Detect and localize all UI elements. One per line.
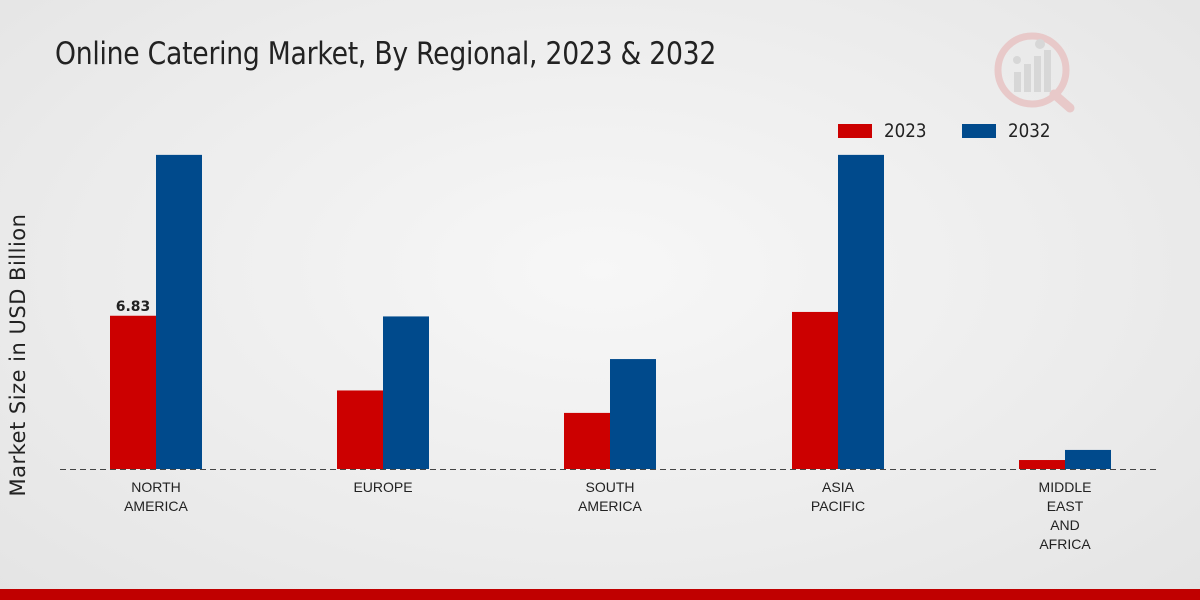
- legend-swatch-2032: [962, 124, 997, 138]
- legend-item-2023[interactable]: 2023: [838, 120, 932, 142]
- footer-bar: [0, 589, 1200, 600]
- legend-label-2023: 2023: [884, 120, 927, 142]
- data-label-0: 6.83: [116, 299, 151, 315]
- bar-2032-3[interactable]: [838, 154, 884, 469]
- chart-title: Online Catering Market, By Regional, 202…: [55, 36, 717, 72]
- legend-item-2032[interactable]: 2032: [962, 120, 1056, 142]
- bar-2032-0[interactable]: [156, 154, 202, 469]
- x-tick-label-3: ASIA PACIFIC: [811, 479, 865, 514]
- bar-2032-2[interactable]: [610, 359, 656, 469]
- bar-2023-2[interactable]: [564, 412, 610, 469]
- bar-2023-1[interactable]: [337, 390, 383, 469]
- bar-2023-3[interactable]: [792, 311, 838, 469]
- x-tick-label-1: EUROPE: [353, 479, 412, 495]
- bar-2032-4[interactable]: [1065, 449, 1111, 469]
- bar-2023-0[interactable]: [110, 315, 156, 469]
- x-tick-label-4: MIDDLE EAST AND AFRICA: [1039, 479, 1092, 552]
- chart-legend: 2023 2032: [838, 120, 1087, 142]
- legend-swatch-2023: [838, 124, 872, 138]
- x-tick-label-0: NORTH AMERICA: [124, 479, 188, 514]
- bar-2032-1[interactable]: [383, 316, 429, 469]
- brand-logo-icon: [994, 32, 1075, 113]
- legend-label-2032: 2032: [1008, 120, 1051, 142]
- x-tick-label-2: SOUTH AMERICA: [578, 479, 642, 514]
- bar-2023-4[interactable]: [1019, 460, 1065, 469]
